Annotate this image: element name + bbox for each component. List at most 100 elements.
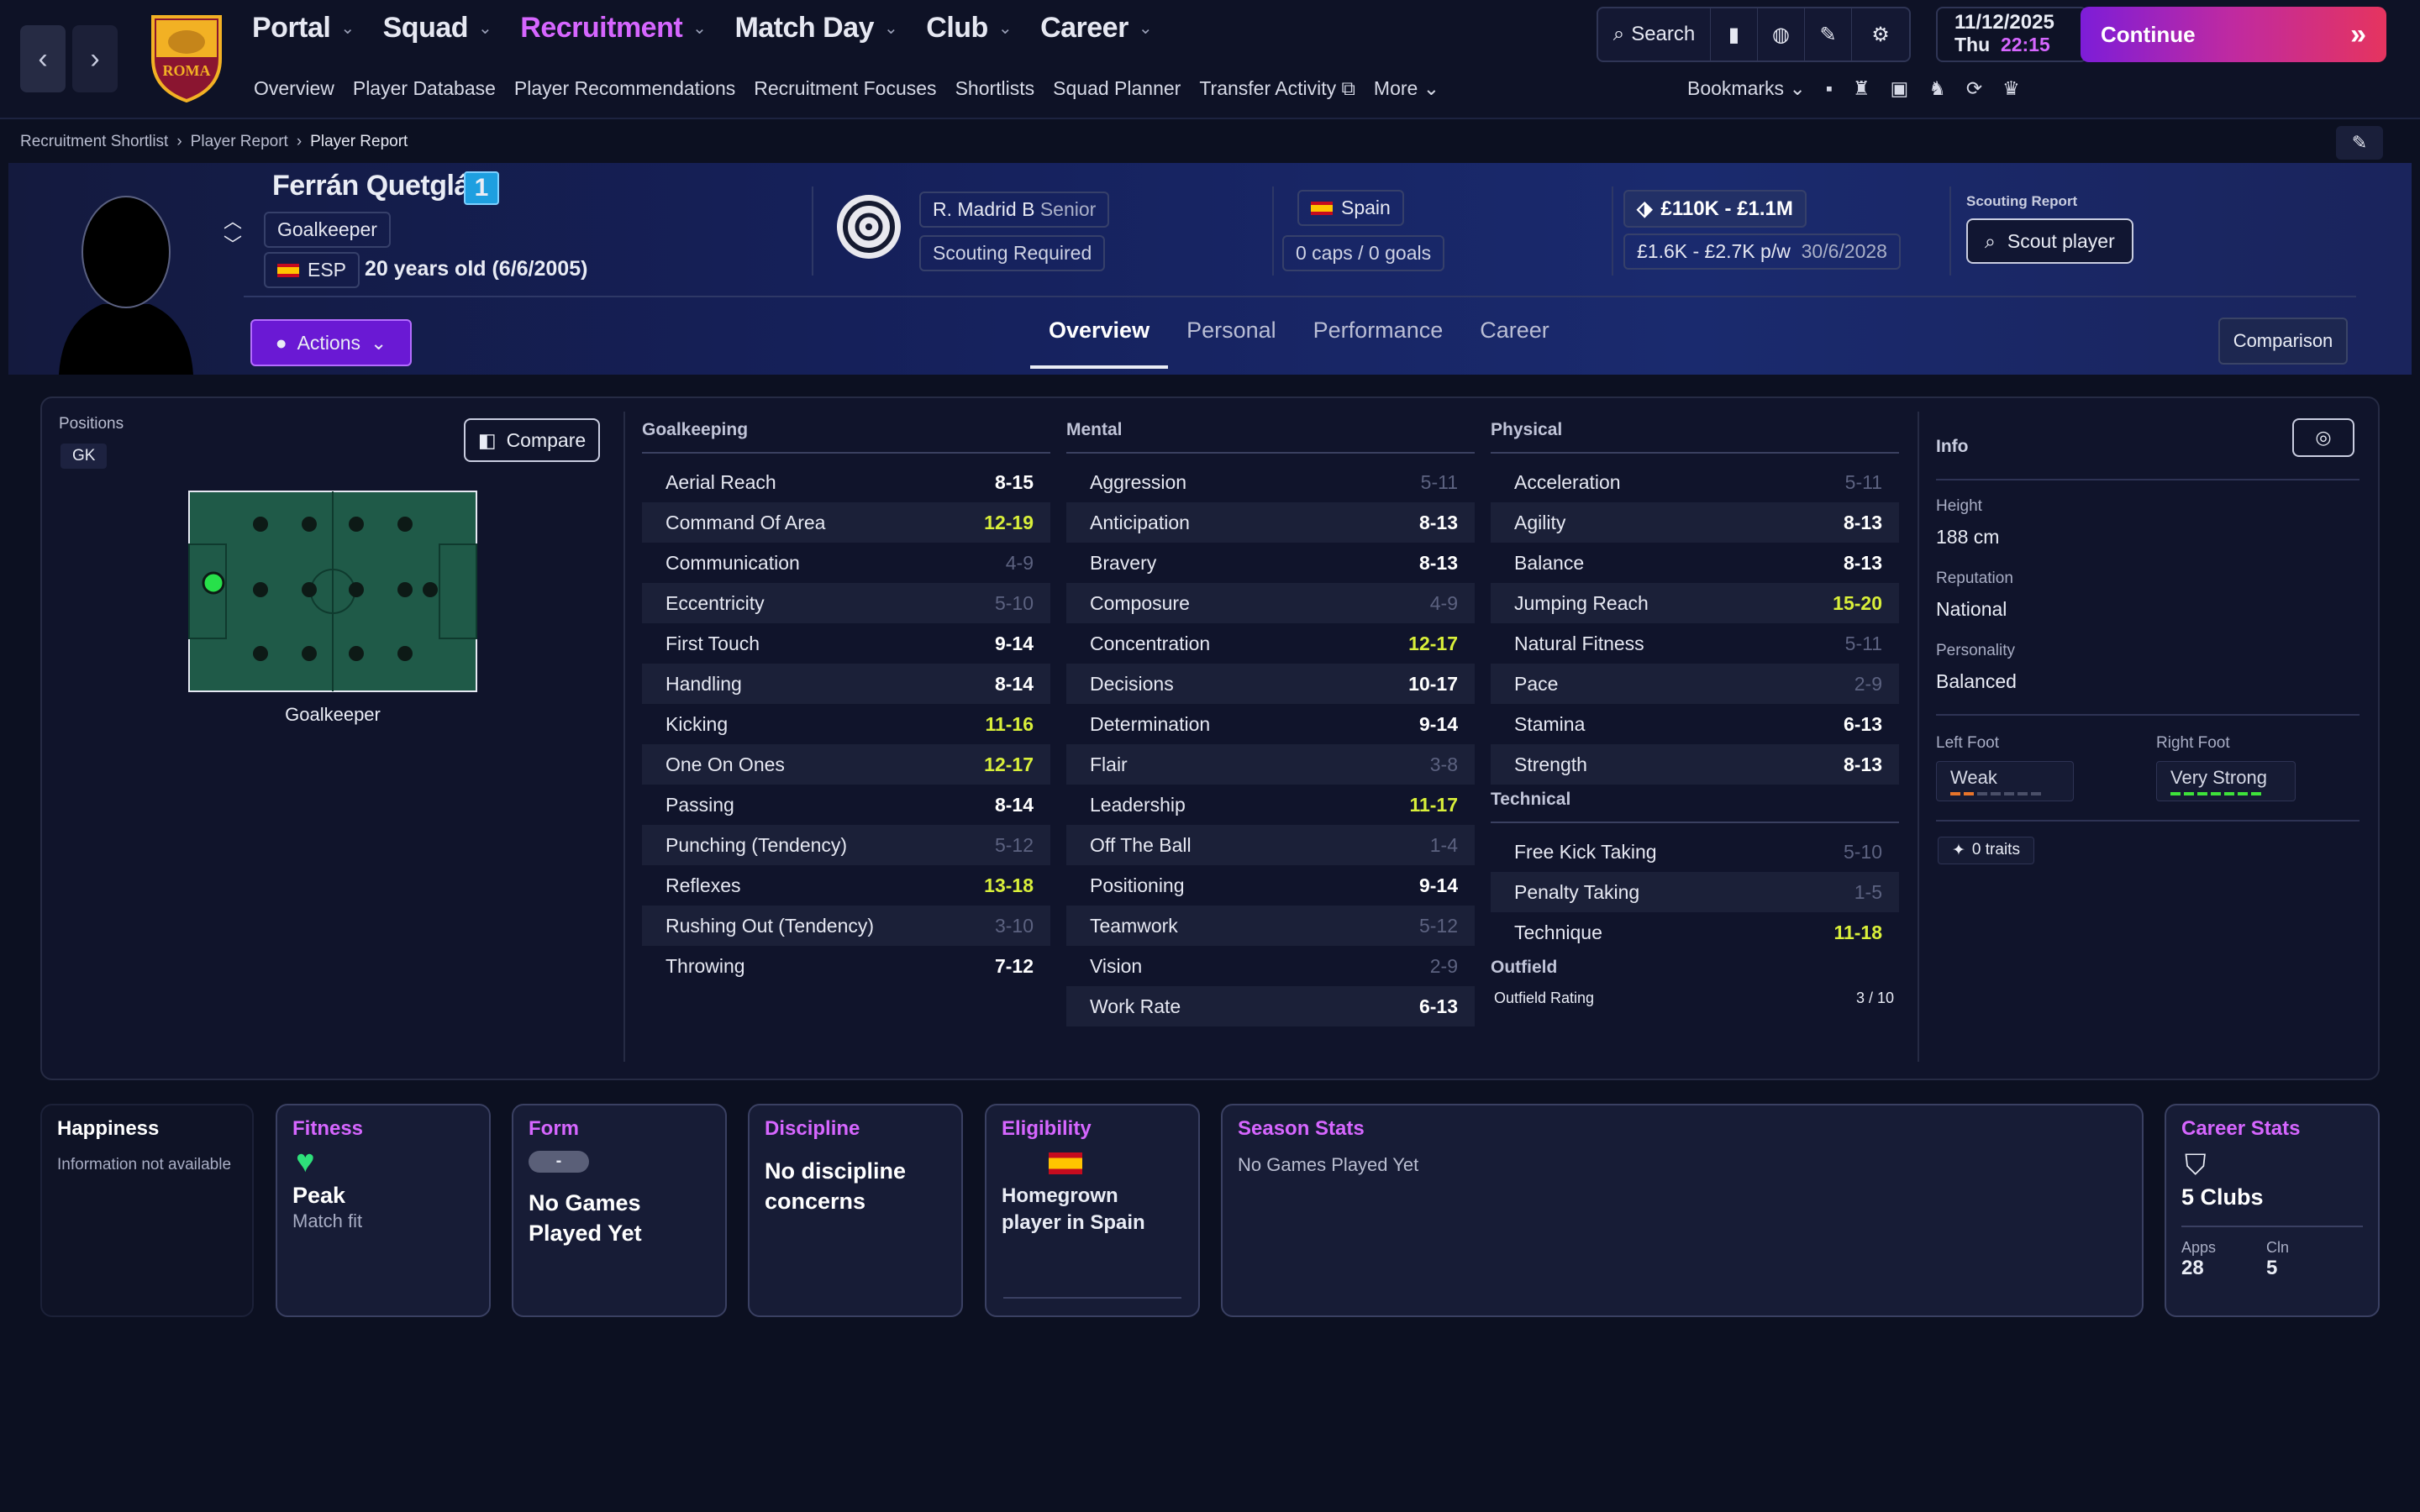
scout-player-button[interactable]: ⌕ Scout player: [1966, 218, 2133, 264]
breadcrumb-item[interactable]: Player Report: [190, 133, 288, 150]
attribute-row[interactable]: Composure 4-9: [1066, 583, 1475, 623]
attribute-row[interactable]: Work Rate 6-13: [1066, 986, 1475, 1026]
continue-button[interactable]: Continue »: [2081, 7, 2386, 62]
attribute-row[interactable]: Anticipation 8-13: [1066, 502, 1475, 543]
nation-pill[interactable]: Spain: [1297, 190, 1404, 226]
attribute-row[interactable]: Command Of Area 12-19: [642, 502, 1050, 543]
attribute-row[interactable]: First Touch 9-14: [642, 623, 1050, 664]
menu-match-day[interactable]: Match Day ⌄: [734, 12, 897, 45]
info-settings-button[interactable]: ◎: [2292, 418, 2354, 457]
next-player-button[interactable]: ﹀: [224, 230, 242, 257]
tab-overview[interactable]: Overview: [1030, 311, 1169, 369]
attribute-row[interactable]: Aerial Reach 8-15: [642, 462, 1050, 502]
submenu-overview[interactable]: Overview: [254, 77, 334, 99]
attribute-row[interactable]: Flair 3-8: [1066, 744, 1475, 785]
eligibility-card[interactable]: Eligibility Homegrown player in Spain: [985, 1104, 1200, 1317]
attribute-row[interactable]: Determination 9-14: [1066, 704, 1475, 744]
attribute-name: Free Kick Taking: [1514, 840, 1657, 863]
attribute-row[interactable]: Decisions 10-17: [1066, 664, 1475, 704]
actions-button[interactable]: ● Actions ⌄: [250, 319, 412, 366]
attribute-row[interactable]: Penalty Taking 1-5: [1491, 872, 1899, 912]
attribute-row[interactable]: Teamwork 5-12: [1066, 906, 1475, 946]
submenu-more[interactable]: More ⌄: [1374, 77, 1439, 100]
menu-club[interactable]: Club ⌄: [926, 12, 1012, 45]
tab-performance[interactable]: Performance: [1313, 318, 1444, 343]
career-stats-card[interactable]: Career Stats ⛉ 5 Clubs Apps 28 Cln 5: [2165, 1104, 2380, 1317]
menu-portal[interactable]: Portal ⌄: [252, 12, 355, 45]
attribute-row[interactable]: Balance 8-13: [1491, 543, 1899, 583]
submenu-squad-planner[interactable]: Squad Planner: [1053, 77, 1181, 99]
traits-button[interactable]: ✦ 0 traits: [1938, 837, 2034, 864]
attribute-row[interactable]: Communication 4-9: [642, 543, 1050, 583]
bookmarks-dropdown[interactable]: Bookmarks ⌄: [1687, 77, 1806, 100]
attribute-row[interactable]: Passing 8-14: [642, 785, 1050, 825]
attribute-row[interactable]: Punching (Tendency) 5-12: [642, 825, 1050, 865]
submenu-recruitment-focuses[interactable]: Recruitment Focuses: [754, 77, 937, 99]
attribute-row[interactable]: One On Ones 12-17: [642, 744, 1050, 785]
attribute-row[interactable]: Agility 8-13: [1491, 502, 1899, 543]
comparison-button[interactable]: Comparison: [2218, 318, 2348, 365]
scouting-status: Scouting Required: [919, 235, 1106, 271]
attribute-row[interactable]: Natural Fitness 5-11: [1491, 623, 1899, 664]
edit-page-button[interactable]: ✎: [2336, 126, 2383, 160]
trophy-icon[interactable]: ♛: [2002, 77, 2020, 99]
discipline-card[interactable]: Discipline No discipline concerns: [748, 1104, 963, 1317]
club-pill[interactable]: R. Madrid B Senior: [919, 192, 1110, 228]
attribute-row[interactable]: Positioning 9-14: [1066, 865, 1475, 906]
attribute-row[interactable]: Jumping Reach 15-20: [1491, 583, 1899, 623]
form-card[interactable]: Form - No Games Played Yet: [512, 1104, 727, 1317]
attribute-value: 8-13: [1843, 753, 1882, 775]
submenu-shortlists[interactable]: Shortlists: [955, 77, 1035, 99]
chat-icon[interactable]: ▪: [1825, 77, 1833, 99]
club-badge[interactable]: ROMA: [148, 8, 225, 103]
bookmark-button[interactable]: ▮: [1711, 8, 1758, 60]
happiness-card[interactable]: Happiness Information not available: [40, 1104, 254, 1317]
attribute-row[interactable]: Acceleration 5-11: [1491, 462, 1899, 502]
season-stats-card[interactable]: Season Stats No Games Played Yet: [1221, 1104, 2144, 1317]
attribute-row[interactable]: Aggression 5-11: [1066, 462, 1475, 502]
shirt-icon[interactable]: ♜: [1852, 77, 1870, 99]
attribute-row[interactable]: Off The Ball 1-4: [1066, 825, 1475, 865]
prev-player-button[interactable]: ︿: [224, 207, 242, 234]
attribute-row[interactable]: Leadership 11-17: [1066, 785, 1475, 825]
submenu-player-recommendations[interactable]: Player Recommendations: [513, 77, 736, 99]
submenu-transfer-activity[interactable]: Transfer Activity ⧉: [1199, 77, 1355, 100]
tactics-icon[interactable]: ▣: [1890, 77, 1909, 99]
attribute-row[interactable]: Throwing 7-12: [642, 946, 1050, 986]
attribute-row[interactable]: Stamina 6-13: [1491, 704, 1899, 744]
tab-career[interactable]: Career: [1480, 318, 1549, 343]
attribute-name: One On Ones: [666, 753, 785, 775]
world-button[interactable]: ◍: [1758, 8, 1805, 60]
divider: [1272, 186, 1274, 276]
settings-button[interactable]: ⚙: [1852, 8, 1909, 60]
attribute-row[interactable]: Rushing Out (Tendency) 3-10: [642, 906, 1050, 946]
tab-personal[interactable]: Personal: [1186, 318, 1276, 343]
attribute-row[interactable]: Pace 2-9: [1491, 664, 1899, 704]
attribute-value: 3-10: [994, 914, 1034, 937]
back-button[interactable]: ‹: [20, 25, 66, 92]
attribute-row[interactable]: Handling 8-14: [642, 664, 1050, 704]
menu-recruitment[interactable]: Recruitment ⌄: [520, 12, 707, 45]
club-logo-icon[interactable]: [835, 193, 902, 260]
attribute-row[interactable]: Vision 2-9: [1066, 946, 1475, 986]
edit-button[interactable]: ✎: [1805, 8, 1852, 60]
attribute-row[interactable]: Eccentricity 5-10: [642, 583, 1050, 623]
forward-button[interactable]: ›: [72, 25, 118, 92]
refresh-icon[interactable]: ⟳: [1965, 77, 1983, 99]
fitness-card[interactable]: Fitness ♥ Peak Match fit: [276, 1104, 491, 1317]
attribute-row[interactable]: Technique 11-18: [1491, 912, 1899, 953]
search-button[interactable]: ⌕ Search: [1598, 8, 1711, 60]
attribute-row[interactable]: Concentration 12-17: [1066, 623, 1475, 664]
date-time[interactable]: 11/12/2025 Thu 22:15: [1936, 7, 2087, 62]
attribute-row[interactable]: Reflexes 13-18: [642, 865, 1050, 906]
submenu-player-database[interactable]: Player Database: [352, 77, 496, 99]
menu-career[interactable]: Career ⌄: [1040, 12, 1153, 45]
scout-icon[interactable]: ♞: [1928, 77, 1946, 99]
attribute-row[interactable]: Free Kick Taking 5-10: [1491, 832, 1899, 872]
attribute-row[interactable]: Bravery 8-13: [1066, 543, 1475, 583]
menu-squad[interactable]: Squad ⌄: [383, 12, 492, 45]
breadcrumb-item[interactable]: Recruitment Shortlist: [20, 133, 169, 150]
attribute-row[interactable]: Strength 8-13: [1491, 744, 1899, 785]
compare-button[interactable]: ◧ Compare: [464, 418, 600, 462]
attribute-row[interactable]: Kicking 11-16: [642, 704, 1050, 744]
